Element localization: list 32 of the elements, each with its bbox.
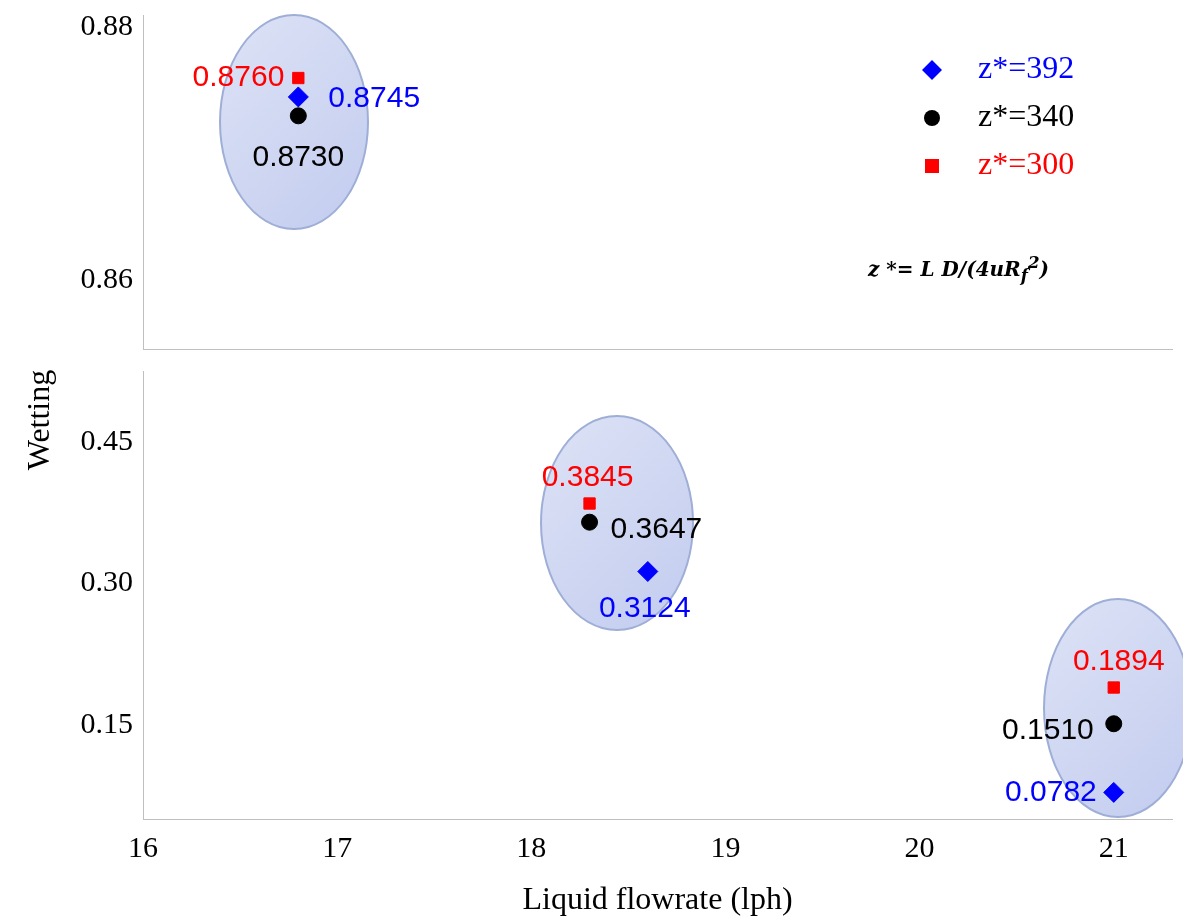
x-axis-title: Liquid flowrate (lph) bbox=[522, 880, 793, 917]
y-tick-label: 0.45 bbox=[80, 422, 133, 456]
legend-label: z*=340 bbox=[978, 97, 1075, 134]
data-label: 0.8760 bbox=[192, 59, 285, 93]
x-tick-label: 18 bbox=[516, 829, 547, 863]
legend-label: z*=300 bbox=[978, 145, 1075, 182]
data-label: 0.3647 bbox=[610, 511, 703, 545]
point bbox=[1107, 681, 1120, 694]
point bbox=[1105, 715, 1123, 733]
y-tick-label: 0.86 bbox=[80, 260, 133, 294]
data-label: 0.8730 bbox=[252, 139, 345, 173]
y-tick-label: 0.15 bbox=[80, 705, 133, 739]
x-tick-label: 20 bbox=[904, 829, 935, 863]
x-tick-label: 17 bbox=[322, 829, 353, 863]
x-tick-label: 19 bbox=[710, 829, 741, 863]
y-axis-title: Wetting bbox=[19, 369, 57, 471]
data-label: 0.3124 bbox=[598, 589, 691, 623]
data-label: 0.8745 bbox=[328, 80, 421, 114]
x-tick-label: 21 bbox=[1098, 829, 1129, 863]
y-tick-label: 0.88 bbox=[80, 8, 133, 42]
data-label: 0.3845 bbox=[541, 458, 634, 492]
y-tick-label: 0.30 bbox=[80, 564, 133, 598]
point bbox=[583, 497, 596, 510]
data-label: 0.1510 bbox=[1001, 712, 1094, 746]
legend-label: z*=392 bbox=[978, 49, 1075, 86]
x-tick-label: 16 bbox=[128, 829, 158, 863]
data-label: 0.0782 bbox=[1004, 773, 1097, 807]
point bbox=[581, 513, 599, 531]
point bbox=[1103, 781, 1125, 803]
data-label: 0.1894 bbox=[1072, 642, 1165, 676]
annotation: z *= L D/(4uR$_{f}$$^{2}$) bbox=[868, 252, 1049, 285]
point bbox=[637, 561, 659, 583]
